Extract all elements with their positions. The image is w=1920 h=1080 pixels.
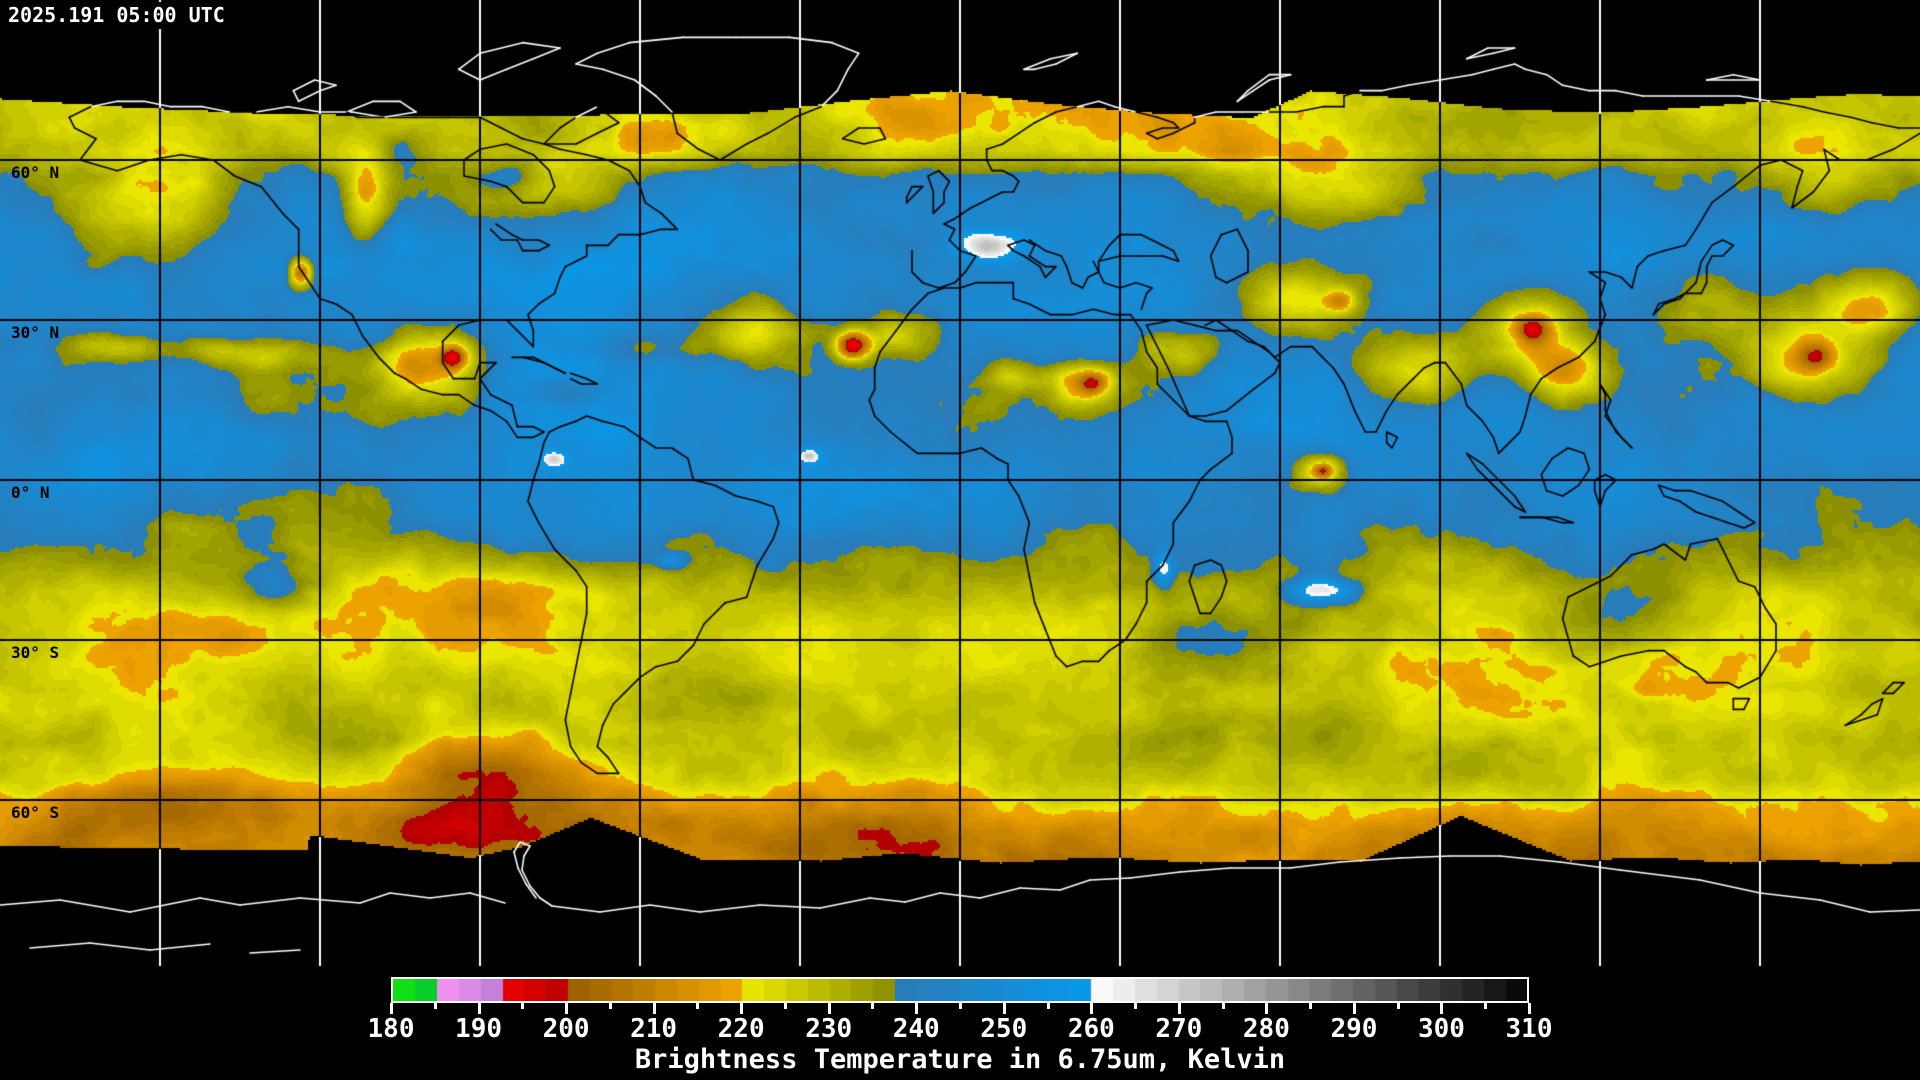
colorbar-minor-tick [871,1003,875,1009]
latitude-label: 30° N [11,323,60,342]
colorbar-minor-tick [1134,1003,1138,1009]
latitude-label: 60° S [11,803,60,822]
colorbar-major-tick [827,1003,831,1014]
timestamp-label: 2025.191 05:00 UTC [6,2,230,29]
colorbar-tick-label: 230 [805,1014,853,1044]
colorbar-major-tick [1265,1003,1269,1014]
colorbar-major-tick [1090,1003,1094,1014]
colorbar-major-tick [1177,1003,1181,1014]
colorbar-major-tick [740,1003,744,1014]
colorbar-major-tick [1352,1003,1356,1014]
colorbar-minor-tick [608,1003,612,1009]
colorbar-tick-label: 300 [1417,1014,1465,1044]
colorbar-gradient [391,977,1529,1003]
colorbar-tick-label: 260 [1067,1014,1115,1044]
colorbar-major-tick [652,1003,656,1014]
colorbar-tick-label: 190 [455,1014,503,1044]
colorbar-tick-label: 200 [542,1014,590,1044]
colorbar-minor-tick [433,1003,437,1009]
colorbar-minor-tick [1046,1003,1050,1009]
colorbar-minor-tick [1396,1003,1400,1009]
colorbar-tick-label: 280 [1242,1014,1290,1044]
colorbar-minor-tick [521,1003,525,1009]
colorbar-minor-tick [959,1003,962,1009]
colorbar-major-tick [565,1003,569,1014]
colorbar-major-tick [1002,1003,1006,1014]
latitude-label: 0° N [11,483,50,502]
colorbar-minor-tick [1484,1003,1488,1009]
colorbar-major-tick [477,1003,481,1014]
colorbar-major-tick [1440,1003,1444,1014]
colorbar-tick-label: 270 [1155,1014,1203,1044]
colorbar-tick-label: 220 [717,1014,765,1044]
colorbar-minor-tick [783,1003,787,1009]
colorbar-major-tick [915,1003,919,1014]
latitude-label: 30° S [11,643,60,662]
colorbar-minor-tick [696,1003,700,1009]
colorbar-minor-tick [1309,1003,1313,1009]
world-map-canvas [0,0,1920,966]
colorbar-tick-label: 180 [367,1014,415,1044]
colorbar-tick-label: 250 [980,1014,1028,1044]
colorbar-tick-label: 210 [630,1014,678,1044]
colorbar-tick-label: 290 [1330,1014,1378,1044]
colorbar-title: Brightness Temperature in 6.75um, Kelvin [634,1044,1286,1075]
colorbar-major-tick [1528,1003,1531,1014]
colorbar-tick-label: 240 [892,1014,940,1044]
colorbar-tick-label: 310 [1505,1014,1553,1044]
colorbar-major-tick [390,1003,393,1014]
latitude-label: 60° N [11,163,60,182]
colorbar-minor-tick [1221,1003,1225,1009]
